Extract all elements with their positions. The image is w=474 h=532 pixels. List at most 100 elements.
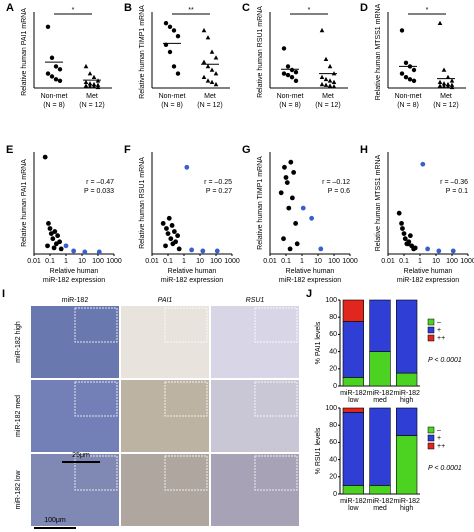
dot: [441, 84, 447, 89]
dot: [445, 84, 451, 89]
dot: [167, 24, 173, 29]
significance: *: [72, 7, 75, 14]
dot: [411, 67, 417, 73]
bar-segment: [396, 372, 418, 387]
point: [165, 231, 171, 237]
bar-segment: [342, 485, 364, 495]
panel-letter: B: [124, 2, 132, 14]
point: [425, 246, 431, 252]
point: [284, 180, 290, 186]
x-tick-label: 1: [64, 258, 68, 265]
row-label: miR-182 high: [15, 321, 22, 363]
x-axis-label: Relative human: [50, 268, 99, 275]
y-axis-label: Relative human MTSS1 mRNA: [375, 3, 382, 100]
point: [71, 248, 77, 254]
point: [407, 233, 413, 239]
x-tick-label: Non-met: [395, 93, 422, 100]
bar-segment: [342, 411, 364, 486]
annotation: r = –0.12: [322, 179, 350, 186]
point: [294, 241, 300, 247]
dot: [201, 59, 207, 64]
dot: [201, 74, 207, 79]
dot: [87, 71, 93, 76]
x-tick-label: 1000: [224, 258, 240, 265]
dot: [293, 78, 299, 84]
y-tick-label: 20: [329, 366, 337, 373]
dot: [45, 71, 51, 76]
column-label: PAI1: [158, 297, 173, 304]
dot: [449, 84, 455, 90]
legend-swatch: [427, 434, 435, 442]
dot: [83, 79, 89, 85]
dot: [95, 84, 101, 90]
point: [401, 231, 407, 237]
x-tick-label: 1: [300, 258, 304, 265]
legend-swatch: [427, 326, 435, 334]
y-tick-label: 60: [329, 331, 337, 338]
dot: [57, 78, 63, 84]
dot: [209, 49, 215, 54]
dot: [285, 64, 291, 69]
panel-letter: H: [360, 144, 368, 156]
point: [166, 215, 172, 221]
point: [63, 243, 69, 249]
legend-label: +: [437, 435, 441, 442]
bar-segment: [369, 351, 391, 387]
dot: [91, 84, 97, 89]
bar-segment: [396, 407, 418, 436]
scale-label: 25μm: [72, 452, 90, 459]
dot: [205, 35, 211, 40]
bar-segment: [396, 435, 418, 495]
dot: [171, 28, 177, 33]
x-tick-note: (N = 8): [161, 102, 183, 109]
point: [52, 229, 58, 234]
dot: [319, 27, 325, 33]
point: [289, 195, 295, 201]
x-tick-label: Met: [322, 93, 334, 100]
point: [405, 241, 411, 247]
point: [283, 175, 289, 180]
dot: [205, 63, 211, 69]
dot: [437, 79, 443, 85]
dot: [403, 60, 409, 65]
x-tick-label: 10: [314, 258, 322, 265]
point: [82, 249, 88, 255]
point: [189, 247, 195, 253]
dot: [403, 75, 409, 80]
panel-letter: I: [2, 288, 5, 300]
inset: [254, 455, 298, 491]
dot: [399, 71, 405, 76]
y-tick-label: 100: [325, 405, 337, 412]
annotation: P = 0.27: [206, 188, 232, 195]
x-tick-note: (N = 12): [315, 102, 340, 109]
y-tick-label: 40: [329, 348, 337, 355]
dot: [319, 81, 325, 87]
panel-letter: E: [6, 144, 13, 156]
legend-label: –: [437, 427, 441, 434]
point: [46, 221, 51, 226]
point: [399, 221, 404, 226]
x-tick-note: med: [373, 505, 387, 512]
annotation: P < 0.0001: [428, 465, 462, 472]
inset: [254, 307, 298, 343]
dot: [437, 83, 443, 88]
panel-letter: D: [360, 2, 368, 14]
x-tick-note: (N = 12): [433, 102, 458, 109]
point: [282, 164, 287, 170]
y-tick-label: 40: [329, 456, 337, 463]
bar-segment: [342, 407, 364, 413]
dot: [319, 74, 325, 79]
x-tick-label: Non-met: [277, 93, 304, 100]
legend-swatch: [427, 442, 435, 450]
x-tick-label: 0.1: [281, 258, 291, 265]
x-tick-label: Met: [86, 93, 98, 100]
dot: [331, 79, 337, 85]
x-axis-label: miR-182 expression: [279, 277, 341, 284]
x-tick-label: miR-182: [340, 498, 367, 505]
x-tick-label: 1000: [106, 258, 122, 265]
column-label: miR-182: [62, 297, 89, 304]
dot: [449, 78, 455, 83]
point: [55, 233, 61, 239]
dot: [281, 46, 287, 51]
bar-segment: [342, 377, 364, 387]
